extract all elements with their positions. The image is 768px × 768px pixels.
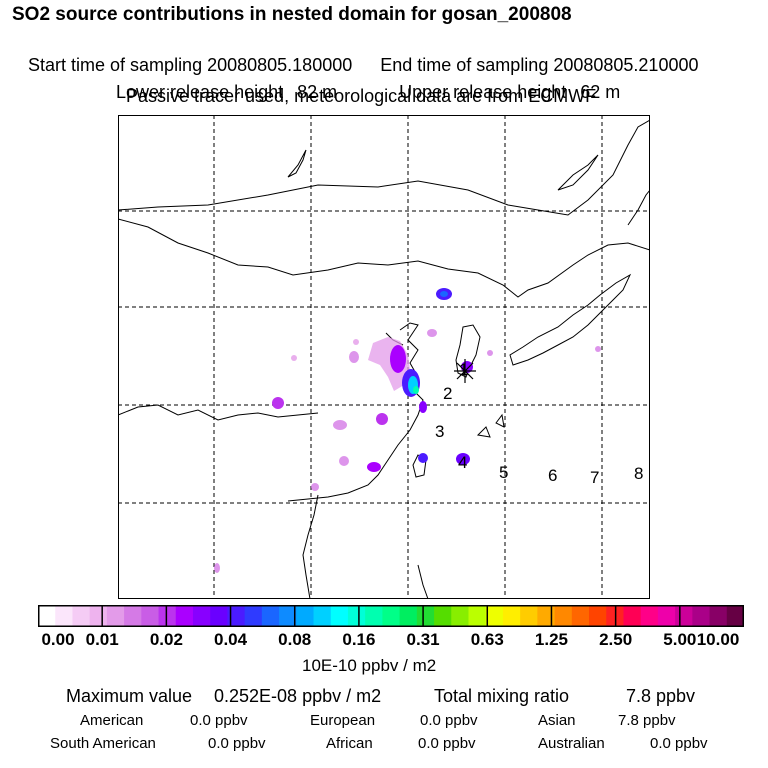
colorbar-tick-label: 0.01 bbox=[85, 630, 119, 649]
colorbar-swatch bbox=[502, 605, 521, 627]
region-name-australian: Australian bbox=[538, 735, 605, 752]
region-label-7: 7 bbox=[590, 468, 599, 487]
colorbar-swatch bbox=[520, 605, 538, 627]
colorbar-swatch bbox=[485, 605, 504, 627]
region-label-3: 3 bbox=[435, 422, 444, 441]
colorbar-swatch bbox=[675, 605, 693, 627]
upper-height-label: Upper release height bbox=[399, 82, 567, 102]
max-value-label: Maximum value bbox=[66, 686, 193, 706]
region-name-asian: Asian bbox=[538, 712, 576, 729]
region-name-european: European bbox=[310, 712, 376, 729]
colorbar-swatch bbox=[124, 605, 142, 627]
colorbar-swatch bbox=[296, 605, 315, 627]
lower-height-value: 82 m bbox=[297, 82, 338, 102]
receptor-star-icon bbox=[454, 359, 476, 383]
colorbar-swatch bbox=[416, 605, 435, 627]
colorbar-swatch bbox=[261, 605, 280, 627]
colorbar-tick-label: 0.63 bbox=[470, 630, 504, 649]
colorbar-tick-label: 0.08 bbox=[278, 630, 312, 649]
colorbar-tick-label: 1.25 bbox=[534, 630, 568, 649]
colorbar-swatch bbox=[244, 605, 263, 627]
colorbar-swatch bbox=[313, 605, 332, 627]
colorbar-tick-label: 10.00 bbox=[696, 630, 740, 649]
region-name-american: American bbox=[80, 712, 144, 729]
start-time-label: Start time of sampling 20080805.180000 bbox=[28, 55, 353, 75]
colorbar-swatch bbox=[210, 605, 229, 627]
colorbar-swatch bbox=[72, 605, 91, 627]
colorbar-swatch bbox=[347, 605, 366, 627]
plot-title: SO2 source contributions in nested domai… bbox=[12, 4, 572, 25]
colorbar-swatch bbox=[399, 605, 418, 627]
colorbar-swatch bbox=[365, 605, 383, 627]
region-name-african: African bbox=[326, 735, 373, 752]
colorbar-swatch bbox=[434, 605, 452, 627]
region-label-2: 2 bbox=[443, 384, 452, 403]
colorbar-tick-label: 5.00 bbox=[663, 630, 697, 649]
colorbar-tick-label: 2.50 bbox=[599, 630, 633, 649]
colorbar-swatch bbox=[589, 605, 607, 627]
contribution-field bbox=[214, 288, 601, 573]
colorbar-swatch bbox=[38, 605, 56, 627]
region-value-european: 0.0 ppbv bbox=[420, 712, 478, 729]
colorbar-swatch bbox=[623, 605, 642, 627]
region-name-south-american: South American bbox=[50, 735, 156, 752]
colorbar-swatch bbox=[640, 605, 659, 627]
region-label-6: 6 bbox=[548, 466, 557, 485]
colorbar-tick-label: 0.00 bbox=[41, 630, 75, 649]
colorbar-swatch bbox=[141, 605, 160, 627]
colorbar-swatch bbox=[330, 605, 349, 627]
region-label-4: 4 bbox=[458, 453, 467, 472]
coastlines bbox=[118, 119, 650, 599]
colorbar-swatch bbox=[571, 605, 590, 627]
map-frame bbox=[118, 115, 650, 599]
region-label-1: 1 bbox=[459, 360, 468, 379]
map-panel: 1 2 3 4 5 6 7 8 bbox=[118, 115, 650, 599]
region-value-american: 0.0 ppbv bbox=[190, 712, 248, 729]
region-value-asian: 7.8 ppbv bbox=[618, 712, 676, 729]
colorbar-swatch bbox=[451, 605, 470, 627]
colorbar-swatch bbox=[382, 605, 401, 627]
colorbar-swatch bbox=[227, 605, 246, 627]
colorbar-swatch bbox=[726, 605, 744, 627]
colorbar-swatch bbox=[468, 605, 487, 627]
tracer-info: Passive tracer used, meteorological data… bbox=[126, 86, 597, 106]
colorbar-units: 10E-10 ppbv / m2 bbox=[302, 656, 437, 675]
region-value-australian: 0.0 ppbv bbox=[650, 735, 708, 752]
colorbar-swatch bbox=[657, 605, 676, 627]
colorbar bbox=[38, 605, 744, 627]
colorbar-swatch bbox=[175, 605, 194, 627]
region-value-african: 0.0 ppbv bbox=[418, 735, 476, 752]
region-label-8: 8 bbox=[634, 464, 643, 483]
colorbar-swatch bbox=[158, 605, 177, 627]
colorbar-swatch bbox=[55, 605, 74, 627]
colorbar-tick-label: 0.04 bbox=[213, 630, 248, 649]
lower-height-label: Lower release height bbox=[116, 82, 284, 102]
region-label-5: 5 bbox=[499, 463, 508, 482]
colorbar-swatch bbox=[709, 605, 728, 627]
colorbar-swatch bbox=[279, 605, 297, 627]
total-mixing-value: 7.8 ppbv bbox=[626, 686, 696, 706]
colorbar-swatch bbox=[89, 605, 108, 627]
region-value-south-american: 0.0 ppbv bbox=[208, 735, 266, 752]
total-mixing-label: Total mixing ratio bbox=[434, 686, 570, 706]
colorbar-tick-label: 0.02 bbox=[149, 630, 183, 649]
max-value: 0.252E-08 ppbv / m2 bbox=[214, 686, 382, 706]
end-time-label: End time of sampling 20080805.210000 bbox=[380, 55, 699, 75]
lat-lon-grid bbox=[118, 115, 650, 599]
colorbar-swatch bbox=[192, 605, 211, 627]
colorbar-tick-label: 0.16 bbox=[342, 630, 376, 649]
upper-height-value: 62 m bbox=[580, 82, 621, 102]
release-heights: Lower release height 82 m Upper release he… bbox=[106, 61, 620, 103]
colorbar-swatch bbox=[106, 605, 125, 627]
colorbar-tick-label: 0.31 bbox=[406, 630, 440, 649]
colorbar-swatch bbox=[692, 605, 711, 627]
sampling-times: Start time of sampling 20080805.180000 En… bbox=[18, 34, 698, 76]
colorbar-swatch bbox=[537, 605, 556, 627]
colorbar-swatch bbox=[554, 605, 573, 627]
